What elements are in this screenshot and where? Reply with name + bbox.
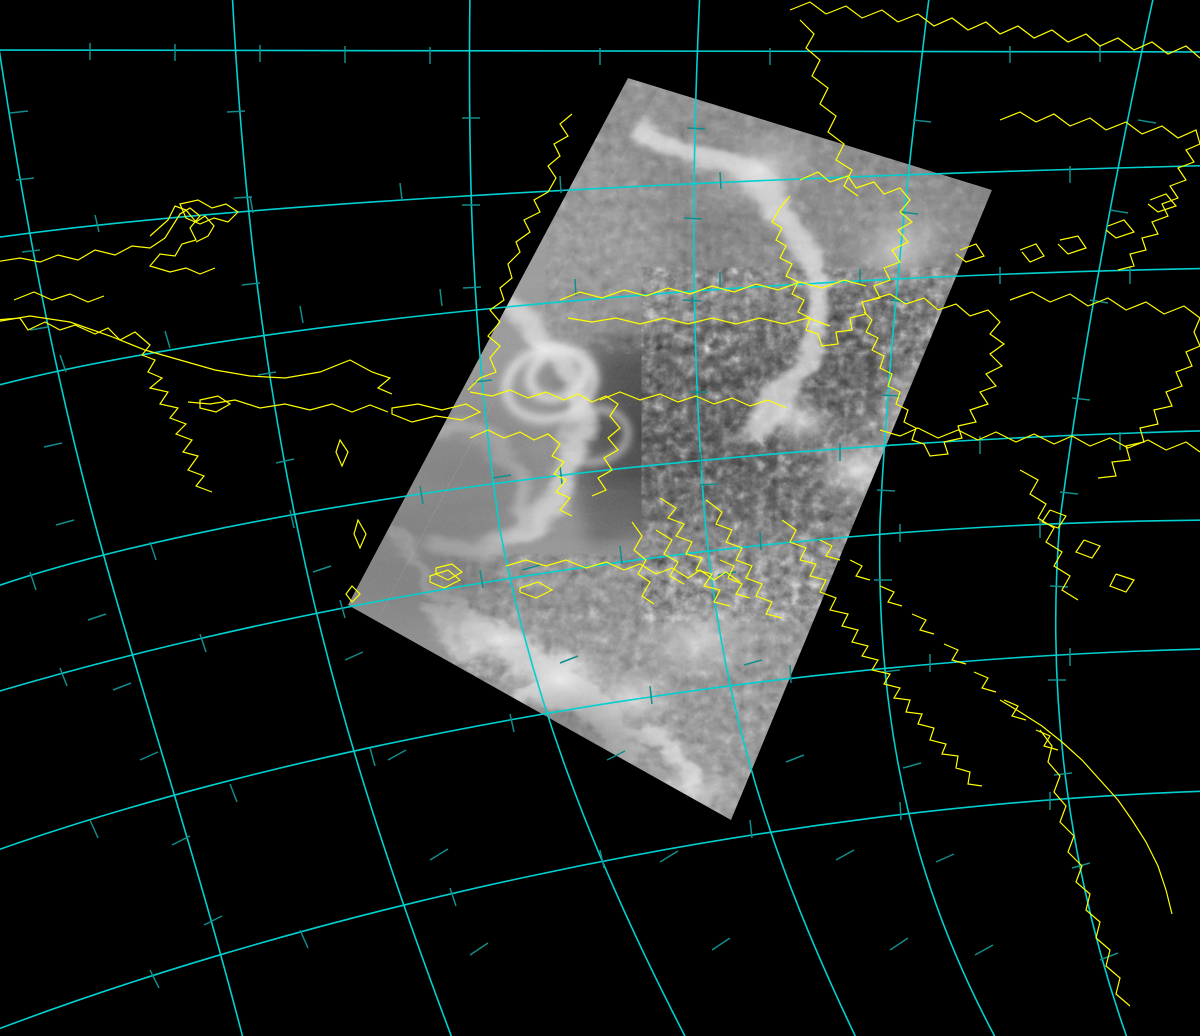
coastline-islet-left-2 xyxy=(335,438,349,468)
graticule-ticks xyxy=(9,43,1157,989)
coastline-siberia-inner xyxy=(13,291,105,303)
coastline-canada-mainland xyxy=(879,427,1200,453)
coastline-baffin-island xyxy=(1009,291,1200,479)
coastline-islet-left-3 xyxy=(353,518,367,550)
coastline-alaska-peninsula xyxy=(705,499,783,619)
coastline-arctic-islets-2 xyxy=(1041,509,1135,593)
coastline-norton-sound xyxy=(469,389,621,497)
meridian-line xyxy=(693,0,857,1036)
coastline-islet-left-4 xyxy=(429,569,462,589)
coastline-gulf-of-alaska xyxy=(659,497,731,607)
coastline-islet-left-5 xyxy=(519,581,554,599)
coastline-pribilof xyxy=(345,585,361,603)
coastline-kodiak xyxy=(719,559,751,599)
coastline-st-lawrence-island xyxy=(391,403,482,423)
coastline-chukotka xyxy=(0,317,213,493)
coastline-victoria-island xyxy=(863,293,1006,457)
meridian-line xyxy=(1054,0,1154,1036)
parallel-line xyxy=(0,790,1200,1030)
coastline-banks-island xyxy=(771,171,914,347)
coastline-greenland-coast xyxy=(799,19,859,197)
coastline-siberia-north xyxy=(0,207,216,275)
parallel-line xyxy=(0,648,1200,851)
meridian-line xyxy=(468,0,686,1036)
coastline-alaska-north-slope xyxy=(559,279,867,301)
coastline-aleutian-tail xyxy=(999,699,1173,915)
coastline-aleutian-islets xyxy=(819,539,1059,751)
coastline-seward-peninsula xyxy=(467,113,573,391)
meridian-line xyxy=(878,0,996,1036)
coastline-arctic-islands-small xyxy=(955,193,1178,263)
parallel-line xyxy=(0,519,1200,692)
coastline-kenai xyxy=(655,529,685,585)
coastline-beaufort-sea xyxy=(567,317,831,327)
parallel-line xyxy=(0,267,1200,386)
coastline-cook-inlet xyxy=(631,521,655,605)
coastline-wrangel-island xyxy=(179,199,239,225)
coastline-anadyr xyxy=(187,399,389,413)
coastline-islet-left-1 xyxy=(199,395,232,413)
coastline-alaska-interior xyxy=(599,391,787,409)
coastline-nunivak xyxy=(435,563,464,581)
coastline-kamchatka-ne xyxy=(149,205,215,243)
meridian-line xyxy=(231,0,453,1036)
coastline-bristol-bay xyxy=(505,559,741,583)
coastline-siberia-south xyxy=(0,315,393,395)
coastline-hudson-approach xyxy=(1019,469,1079,601)
coastline-greenland-west xyxy=(789,1,1200,59)
parallel-line xyxy=(0,164,1200,238)
coastline-yukon-delta xyxy=(469,429,573,517)
coastline-pacific-bc xyxy=(1039,729,1131,1007)
parallel-line xyxy=(0,430,1200,586)
meridians xyxy=(0,0,1154,1036)
coastline-aleutian-chain xyxy=(781,519,983,787)
coastline-ellesmere xyxy=(999,111,1200,271)
meridian-line xyxy=(0,49,244,1036)
